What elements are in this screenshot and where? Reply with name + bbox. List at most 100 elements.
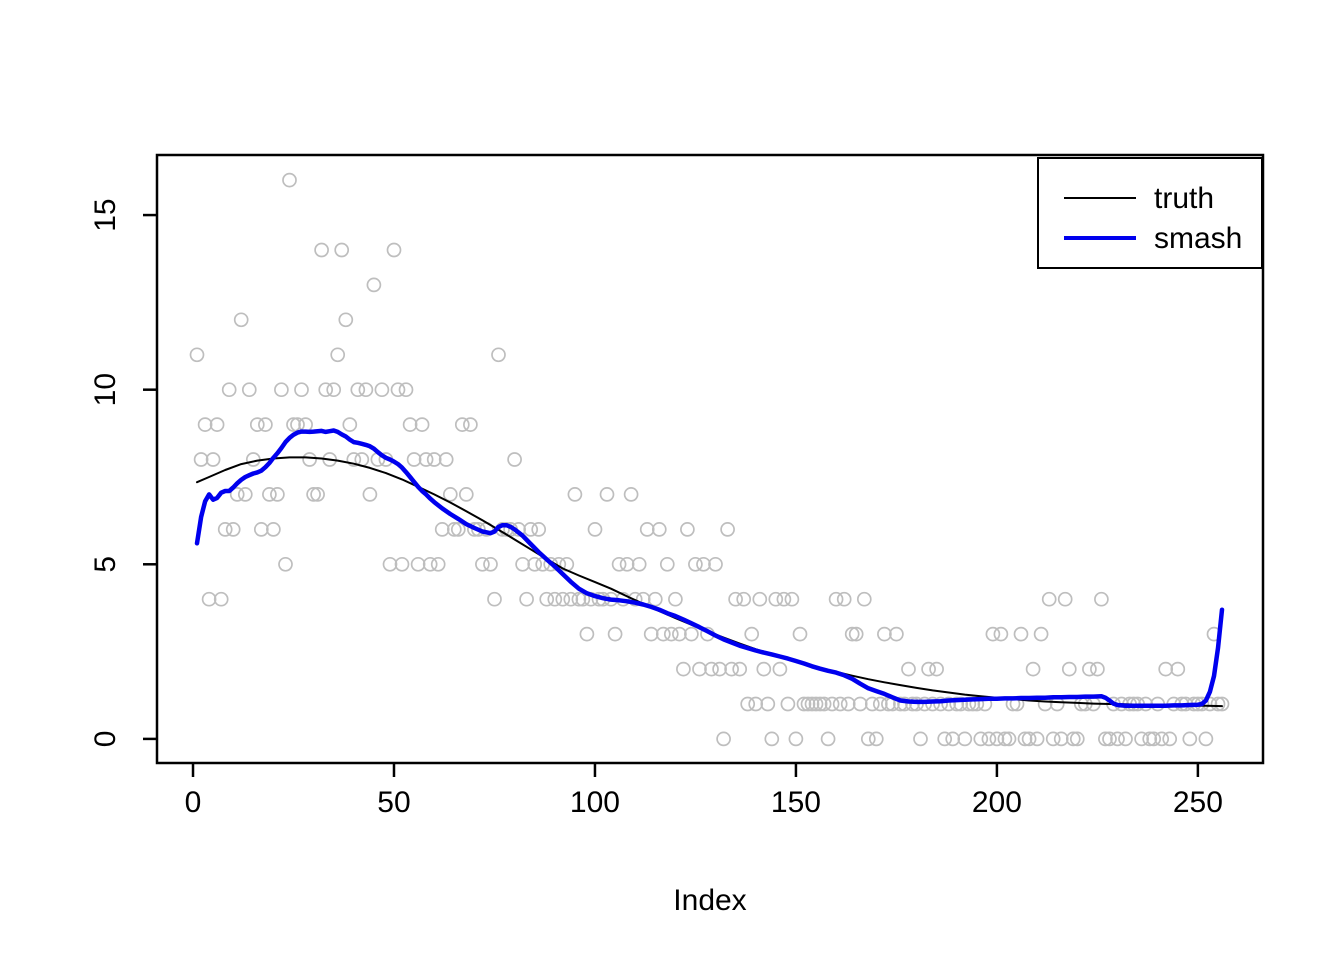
scatter-point [659, 556, 675, 572]
scatter-point [1210, 696, 1226, 712]
scatter-point [334, 242, 350, 258]
scatter-point [1146, 731, 1162, 747]
scatter-point [555, 591, 571, 607]
scatter-point [1053, 731, 1069, 747]
scatter-point [860, 731, 876, 747]
scatter-point [221, 382, 237, 398]
scatter-point [1094, 591, 1109, 607]
scatter-point [792, 626, 808, 642]
scatter-point [209, 417, 225, 432]
scatter-point [941, 696, 957, 712]
plot-border [155, 153, 1265, 765]
scatter-point [1069, 731, 1085, 747]
scatter-point [527, 556, 543, 572]
scatter-point [278, 556, 293, 572]
scatter-point [563, 591, 579, 607]
scatter-point [981, 731, 997, 747]
scatter-point [929, 661, 944, 677]
scatter-point [1033, 626, 1049, 642]
scatter-point [430, 556, 446, 572]
scatter-point [342, 417, 358, 432]
plot-box-layer [155, 153, 1265, 765]
scatter-point [350, 382, 366, 398]
scatter-point [483, 556, 498, 572]
scatter-point [539, 591, 555, 607]
scatter-point [402, 417, 418, 432]
scatter-point [547, 591, 563, 607]
scatter-point [655, 626, 671, 642]
scatter-point [475, 556, 490, 572]
scatter-point [985, 626, 1001, 642]
scatter-point [358, 382, 374, 398]
scatter-point [414, 417, 430, 432]
scatter-point [607, 626, 623, 642]
scatter-point [1057, 591, 1073, 607]
scatter-point [1154, 731, 1170, 747]
scatter-point [639, 522, 655, 537]
scatter-point [897, 696, 912, 712]
scatter-point [663, 626, 679, 642]
scatter-point [945, 731, 961, 747]
scatter-point [193, 452, 209, 467]
scatter-point [1134, 731, 1149, 747]
y-tick-label: 10 [89, 373, 122, 406]
scatter-point [848, 626, 864, 642]
x-tick-label: 200 [972, 786, 1022, 819]
scatter-point [258, 417, 273, 432]
scatter-point [233, 312, 249, 328]
scatter-point [270, 487, 285, 502]
scatter-point [225, 522, 241, 537]
scatter-point [804, 696, 820, 712]
scatter-point [266, 522, 281, 537]
scatter-point [434, 522, 450, 537]
scatter-point [736, 591, 752, 607]
scatter-point [394, 556, 410, 572]
scatter-point [901, 661, 916, 677]
scatter-point [816, 696, 832, 712]
x-tick-label: 100 [570, 786, 620, 819]
scatter-point [1170, 661, 1186, 677]
scatter-point [696, 556, 711, 572]
scatter-point [237, 487, 253, 502]
scatter-point [249, 417, 265, 432]
legend-label-truth: truth [1154, 182, 1214, 215]
scatter-point [262, 487, 277, 502]
scatter-point [989, 731, 1005, 747]
scatter-point [772, 661, 788, 677]
scatter-point [491, 347, 506, 363]
scatter-point [302, 452, 317, 467]
scatter-point [760, 696, 776, 712]
scatter-point [728, 591, 743, 607]
scatter-point [784, 591, 800, 607]
scatter-point [1001, 731, 1017, 747]
truth-curve [196, 456, 1223, 708]
scatter-point [732, 661, 748, 677]
scatter-point [780, 696, 796, 712]
scatter-point [1021, 731, 1037, 747]
scatter-point [426, 452, 442, 467]
scatter-point [708, 556, 723, 572]
scatter-point [519, 591, 534, 607]
scatter-point [245, 452, 261, 467]
scatter-point [844, 626, 860, 642]
scatter-point [1017, 731, 1033, 747]
axes-layer: 0 50 100 150 200 250 0 5 10 15 Index [89, 198, 1223, 917]
scatter-point [398, 382, 414, 398]
scatter-point [463, 417, 478, 432]
scatter-point [704, 661, 719, 677]
scatter-point [330, 347, 346, 363]
scatter-point [808, 696, 824, 712]
scatter-point [197, 417, 213, 432]
scatter-point [201, 591, 217, 607]
scatter-point [366, 277, 382, 293]
scatter-point [515, 556, 530, 572]
scatter-point [450, 522, 466, 537]
legend-label-smash: smash [1154, 222, 1242, 255]
scatter-point [507, 452, 522, 467]
scatter-point [764, 731, 780, 747]
scatter-point [973, 731, 989, 747]
curves-layer [194, 428, 1225, 708]
scatter-point [852, 696, 868, 712]
scatter-point [684, 626, 699, 642]
